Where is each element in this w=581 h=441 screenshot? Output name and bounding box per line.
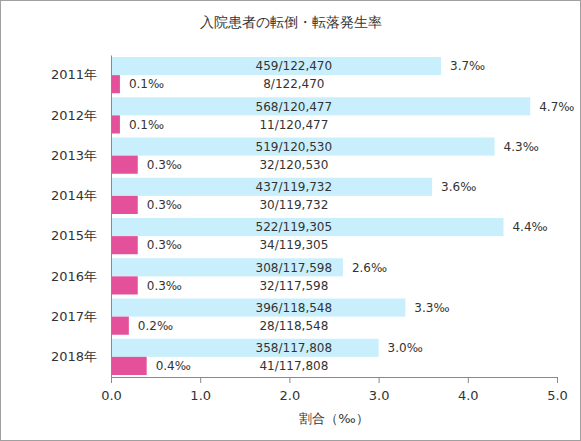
tick: 5.0 <box>547 377 568 403</box>
bar <box>111 357 147 375</box>
bar <box>111 339 379 357</box>
tick-mark <box>468 377 469 383</box>
data-label: 0.4‰ <box>156 359 191 373</box>
bar <box>111 218 503 236</box>
annotation: 41/117,808 <box>259 359 328 373</box>
axis-title: 割合（‰） <box>299 411 368 426</box>
data-label: 0.1‰ <box>129 77 164 91</box>
axis-line <box>112 377 558 378</box>
tick: 2.0 <box>280 377 301 403</box>
annotation: 28/118,548 <box>259 319 328 333</box>
data-label: 3.7‰ <box>450 59 485 73</box>
bar <box>111 258 343 276</box>
bar <box>111 115 120 133</box>
tick-mark <box>379 377 380 383</box>
annotation: 32/117,598 <box>259 279 328 293</box>
tick: 2015年 <box>51 228 111 243</box>
tick-label: 0.0 <box>101 388 122 403</box>
x-axis: 0.0 1.0 2.0 3.0 4.0 5.0 <box>101 377 568 403</box>
data-label: 0.1‰ <box>129 118 164 132</box>
chart-frame <box>1 1 581 441</box>
annotation: 437/119,732 <box>256 180 333 194</box>
tick-mark <box>200 377 201 383</box>
tick: 1.0 <box>190 377 211 403</box>
bar <box>111 196 138 214</box>
annotation: 11/120,477 <box>259 118 328 132</box>
annotation: 459/122,470 <box>256 59 333 73</box>
data-label: 0.3‰ <box>147 238 182 252</box>
tick-label: 2011年 <box>51 67 97 82</box>
bars <box>111 57 530 375</box>
bar <box>111 236 138 254</box>
axis-line <box>111 56 112 378</box>
annotation: 519/120,530 <box>256 140 333 154</box>
tick-label: 4.0 <box>458 388 479 403</box>
tick-label: 2018年 <box>51 349 97 364</box>
data-label: 3.6‰ <box>441 180 476 194</box>
annotation: 32/120,530 <box>259 158 328 172</box>
data-label: 0.3‰ <box>147 279 182 293</box>
plot: 3.7‰ 4.7‰ 4.3‰ 3.6‰ 4.4‰ 2.6‰ 3.3‰ 3.0‰ 459/122,… <box>51 56 575 404</box>
chart: 入院患者の転倒・転落発生率 3.7‰ 4.7‰ 4.3‰ 3.6‰ 4.4‰ 2.6‰ 3.3… <box>0 0 581 441</box>
tick-label: 2013年 <box>51 148 97 163</box>
bar <box>111 138 495 156</box>
tick-label: 2016年 <box>51 269 97 284</box>
bar <box>111 276 138 294</box>
data-label: 0.3‰ <box>147 158 182 172</box>
tick-label: 3.0 <box>369 388 390 403</box>
bar <box>111 317 129 335</box>
data-label: 3.3‰ <box>414 301 449 315</box>
tick: 3.0 <box>369 377 390 403</box>
data-label: 4.3‰ <box>504 140 539 154</box>
data-label: 4.4‰ <box>512 220 547 234</box>
bar <box>111 299 405 317</box>
annotation: 8/122,470 <box>263 77 324 91</box>
annotation: 358/117,808 <box>256 341 333 355</box>
annotation: 568/120,477 <box>256 100 333 114</box>
data-label: 4.7‰ <box>539 100 574 114</box>
bar <box>111 156 138 174</box>
tick-label: 2014年 <box>51 188 97 203</box>
tick-mark <box>111 377 112 383</box>
bar <box>111 57 441 75</box>
tick: 2012年 <box>51 108 111 123</box>
tick: 2018年 <box>51 349 111 364</box>
data-label: 0.3‰ <box>147 198 182 212</box>
annotation: 396/118,548 <box>256 301 333 315</box>
tick: 2013年 <box>51 148 111 163</box>
data-label: 3.0‰ <box>388 341 423 355</box>
annotation: 308/117,598 <box>256 261 333 275</box>
y-axis: 2011年 2012年 2013年 2014年 2015年 2016年 2017年 2018年 <box>51 56 112 378</box>
tick-label: 2015年 <box>51 228 97 243</box>
bar <box>111 178 432 196</box>
tick-label: 2017年 <box>51 309 97 324</box>
tick-label: 2012年 <box>51 108 97 123</box>
tick-label: 5.0 <box>547 388 568 403</box>
annotation: 30/119,732 <box>259 198 328 212</box>
tick-label: 1.0 <box>190 388 211 403</box>
annotation: 34/119,305 <box>259 238 328 252</box>
data-label: 0.2‰ <box>138 319 173 333</box>
tick: 2017年 <box>51 309 111 324</box>
tick: 2011年 <box>51 67 111 82</box>
data-labels: 3.7‰ 4.7‰ 4.3‰ 3.6‰ 4.4‰ 2.6‰ 3.3‰ 3.0‰ 459/122,… <box>129 59 575 373</box>
title: 入院患者の転倒・転落発生率 <box>200 14 382 30</box>
tick: 4.0 <box>458 377 479 403</box>
tick-mark <box>557 377 558 383</box>
annotation: 522/119,305 <box>256 220 333 234</box>
data-label: 2.6‰ <box>352 261 387 275</box>
tick-mark <box>289 377 290 383</box>
tick: 2016年 <box>51 269 111 284</box>
tick-label: 2.0 <box>280 388 301 403</box>
bar <box>111 97 530 115</box>
bar <box>111 75 120 93</box>
tick: 0.0 <box>101 377 122 403</box>
tick: 2014年 <box>51 188 111 203</box>
